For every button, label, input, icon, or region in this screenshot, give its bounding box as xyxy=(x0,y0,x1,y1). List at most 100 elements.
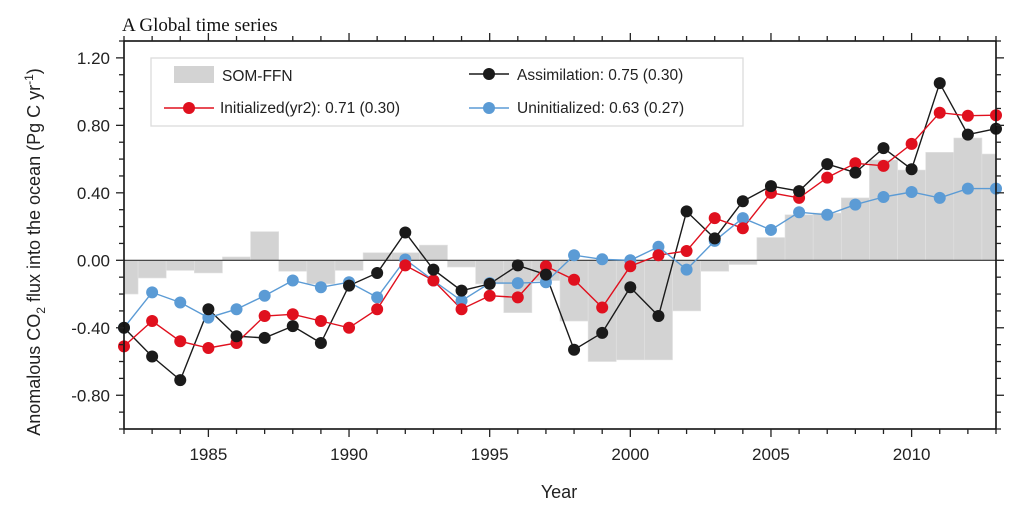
point-assimilation-2009 xyxy=(877,142,890,155)
point-uninitialized-2004 xyxy=(736,212,749,225)
legend-label-initialized: Initialized(yr2): 0.71 (0.30) xyxy=(220,100,400,117)
point-assimilation-1997 xyxy=(539,268,552,281)
legend-box xyxy=(150,57,744,127)
point-assimilation-1995 xyxy=(483,277,496,290)
point-assimilation-1986 xyxy=(230,330,243,343)
y-axis-label-superscript: -1 xyxy=(22,74,36,85)
bar-2005 xyxy=(756,237,786,261)
y-axis-label-subscript: 2 xyxy=(34,307,48,314)
legend-marker-initialized xyxy=(183,102,195,114)
point-initialized-yr2-1996 xyxy=(511,291,524,304)
point-assimilation-1989 xyxy=(314,336,327,349)
y-tick-label: 1.20 xyxy=(77,49,110,68)
point-initialized-yr2-1995 xyxy=(483,289,496,302)
bar-2007 xyxy=(812,212,842,261)
point-initialized-yr2-1997 xyxy=(539,260,552,273)
point-uninitialized-1989 xyxy=(314,281,327,294)
point-assimilation-2004 xyxy=(736,195,749,208)
point-uninitialized-1994 xyxy=(455,294,468,307)
legend-marker-assimilation xyxy=(483,68,495,80)
legend: SOM-FFN Initialized(yr2): 0.71 (0.30) As… xyxy=(150,57,744,127)
legend-label-assimilation: Assimilation: 0.75 (0.30) xyxy=(517,67,683,84)
axis-ticks xyxy=(116,33,1004,437)
point-uninitialized-1999 xyxy=(596,253,609,266)
x-tick-label: 1990 xyxy=(330,445,368,464)
point-assimilation-1991 xyxy=(371,266,384,279)
point-assimilation-2007 xyxy=(821,158,834,171)
point-initialized-yr2-2003 xyxy=(708,212,721,225)
point-uninitialized-2007 xyxy=(821,208,834,221)
point-assimilation-1996 xyxy=(511,259,524,272)
point-uninitialized-1996 xyxy=(511,277,524,290)
x-tick-label: 2010 xyxy=(893,445,931,464)
point-assimilation-1999 xyxy=(596,326,609,339)
y-tick-label: -0.40 xyxy=(71,319,110,338)
bars-som-ffn xyxy=(123,137,997,362)
point-assimilation-2001 xyxy=(652,309,665,322)
point-assimilation-1994 xyxy=(455,284,468,297)
point-uninitialized-2010 xyxy=(905,185,918,198)
point-uninitialized-2008 xyxy=(849,198,862,211)
point-uninitialized-2002 xyxy=(680,263,693,276)
bar-2003 xyxy=(700,260,730,272)
point-assimilation-1987 xyxy=(258,331,271,344)
x-tick-label: 1995 xyxy=(471,445,509,464)
bar-1982 xyxy=(123,260,139,295)
series-points xyxy=(118,77,1002,387)
point-initialized-yr2-1999 xyxy=(596,301,609,314)
bar-2000 xyxy=(615,260,645,361)
point-initialized-yr2-1987 xyxy=(258,309,271,322)
point-uninitialized-2001 xyxy=(652,240,665,253)
legend-label-som-ffn: SOM-FFN xyxy=(222,68,293,85)
point-assimilation-2012 xyxy=(961,128,974,141)
x-tick-labels: 1985 1990 1995 2000 2005 2010 xyxy=(189,445,930,464)
bar-1987 xyxy=(250,231,280,261)
point-assimilation-2003 xyxy=(708,232,721,245)
bar-1989 xyxy=(306,260,336,285)
point-assimilation-2000 xyxy=(624,281,637,294)
y-tick-label: 0.80 xyxy=(77,116,110,135)
bar-2011 xyxy=(925,152,955,261)
point-assimilation-2010 xyxy=(905,163,918,176)
point-initialized-yr2-1988 xyxy=(286,308,299,321)
point-uninitialized-1983 xyxy=(146,286,159,299)
bar-1983 xyxy=(137,260,167,279)
point-assimilation-2006 xyxy=(793,185,806,198)
point-initialized-yr2-2011 xyxy=(933,106,946,119)
point-initialized-yr2-1998 xyxy=(568,273,581,286)
point-uninitialized-1985 xyxy=(202,311,215,324)
point-assimilation-1990 xyxy=(343,279,356,292)
point-assimilation-2002 xyxy=(680,205,693,218)
y-tick-label: 0.40 xyxy=(77,184,110,203)
y-axis-label-suffix: ) xyxy=(24,68,44,74)
bar-2010 xyxy=(897,169,926,261)
x-tick-label: 2005 xyxy=(752,445,790,464)
point-initialized-yr2-1989 xyxy=(314,315,327,328)
point-initialized-yr2-2012 xyxy=(961,109,974,122)
point-assimilation-2008 xyxy=(849,166,862,179)
point-initialized-yr2-1991 xyxy=(371,303,384,316)
point-initialized-yr2-1985 xyxy=(202,342,215,355)
point-initialized-yr2-2007 xyxy=(821,171,834,184)
bar-2009 xyxy=(869,159,898,261)
point-assimilation-2005 xyxy=(764,180,777,193)
point-uninitialized-2012 xyxy=(961,182,974,195)
bar-2012 xyxy=(953,137,983,261)
point-initialized-yr2-2008 xyxy=(849,157,862,170)
point-assimilation-1992 xyxy=(399,226,412,239)
point-uninitialized-1988 xyxy=(286,274,299,287)
point-uninitialized-2011 xyxy=(933,191,946,204)
point-assimilation-2011 xyxy=(933,77,946,90)
bar-1985 xyxy=(194,260,223,274)
y-tick-labels: 1.20 0.80 0.40 0.00 -0.40 -0.80 xyxy=(71,49,110,405)
y-tick-label: -0.80 xyxy=(71,386,110,405)
point-assimilation-1985 xyxy=(202,303,215,316)
point-uninitialized-1987 xyxy=(258,289,271,302)
bar-1994 xyxy=(447,260,476,268)
point-uninitialized-2005 xyxy=(764,223,777,236)
legend-label-uninitialized: Uninitialized: 0.63 (0.27) xyxy=(517,100,684,117)
legend-swatch-som-ffn xyxy=(174,66,214,83)
point-assimilation-1983 xyxy=(146,350,159,363)
bar-1993 xyxy=(419,244,448,261)
point-uninitialized-1986 xyxy=(230,303,243,316)
